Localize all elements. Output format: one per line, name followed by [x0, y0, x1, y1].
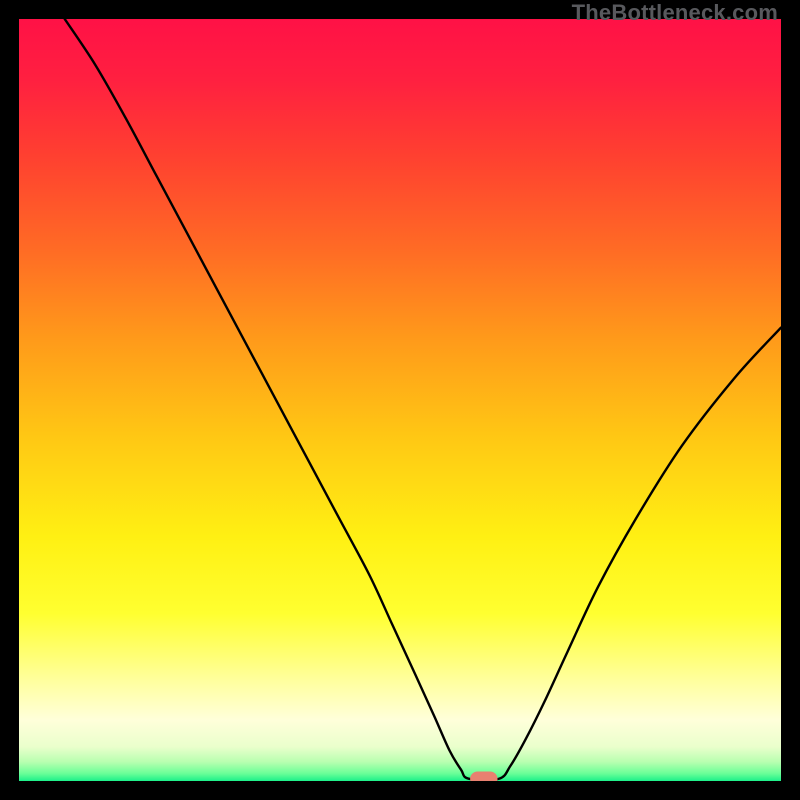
optimum-marker [470, 771, 497, 781]
watermark-text: TheBottleneck.com [572, 0, 778, 26]
chart-frame: TheBottleneck.com [0, 0, 800, 800]
plot-area [19, 19, 781, 781]
bottleneck-curve-chart [19, 19, 781, 781]
